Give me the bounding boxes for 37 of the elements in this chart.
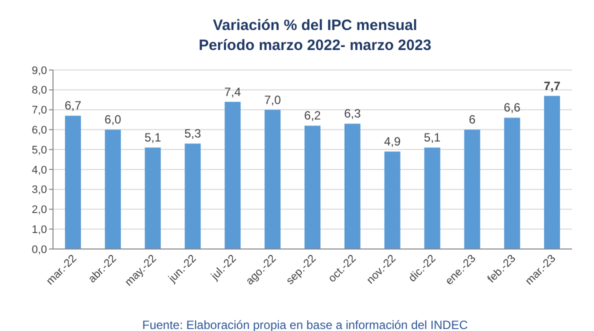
- y-tick-label: 6,0: [32, 124, 47, 137]
- bar: [344, 124, 360, 249]
- y-tick-label: 2,0: [32, 204, 47, 216]
- y-tick-label: 7,0: [32, 104, 47, 117]
- bar: [144, 148, 161, 249]
- bar: [544, 96, 560, 249]
- y-tick-label: 0,0: [32, 244, 47, 256]
- bar: [424, 148, 440, 249]
- data-label: 6: [468, 112, 476, 127]
- data-label: 6,3: [344, 106, 362, 121]
- data-label: 6,6: [504, 100, 521, 115]
- y-tick-label: 4,0: [32, 164, 47, 176]
- data-label: 6,7: [64, 98, 82, 113]
- bar: [504, 118, 520, 249]
- data-label: 7,0: [264, 92, 282, 107]
- data-label: 6,0: [104, 112, 122, 127]
- data-label: 6,2: [304, 108, 322, 123]
- bar: [104, 130, 121, 249]
- data-label: 7,7: [544, 78, 561, 93]
- data-label: 5,1: [424, 130, 441, 145]
- bar: [224, 102, 241, 249]
- data-label: 5,1: [144, 130, 162, 145]
- y-tick-label: 1,0: [32, 224, 47, 236]
- data-label: 7,4: [224, 84, 242, 99]
- bar: [464, 130, 480, 249]
- bar: [264, 110, 281, 249]
- bar: [184, 144, 201, 249]
- data-label: 4,9: [384, 134, 402, 149]
- bar: [384, 152, 400, 249]
- y-tick-label: 5,0: [32, 144, 47, 156]
- y-tick-label: 8,0: [32, 84, 47, 97]
- chart-title: Variación % del IPC mensual Período marzo 2022- marzo 2023: [198, 17, 432, 54]
- bar: [304, 126, 320, 249]
- y-tick-label: 3,0: [32, 184, 47, 196]
- y-tick-label: 9,0: [32, 64, 47, 77]
- bar: [64, 116, 81, 249]
- data-label: 5,3: [184, 126, 202, 141]
